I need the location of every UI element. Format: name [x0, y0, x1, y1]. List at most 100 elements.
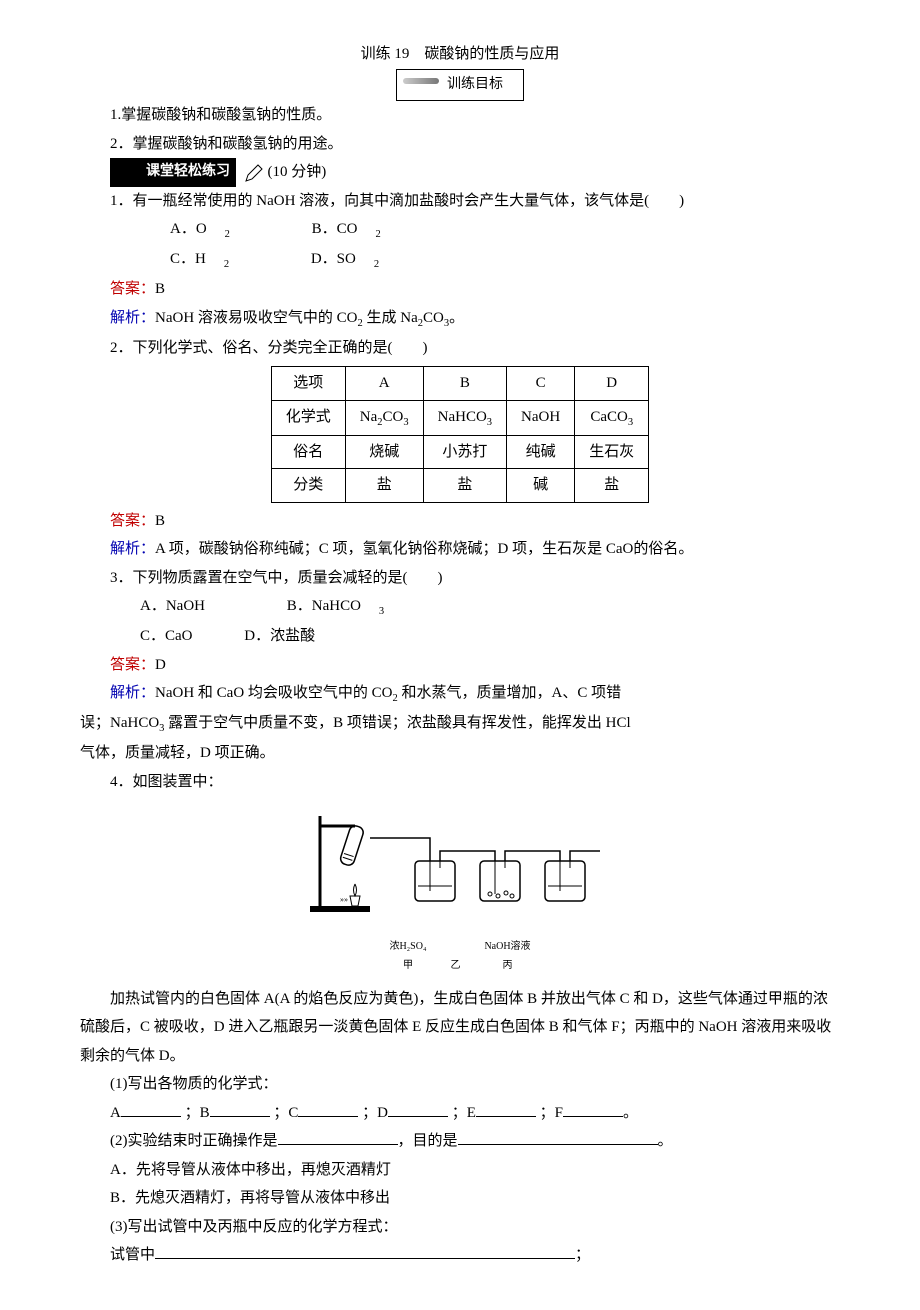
q1-explain-t3: CO: [423, 310, 444, 326]
blank-E[interactable]: [476, 1099, 536, 1117]
th-A: A: [345, 367, 423, 401]
cell: 小苏打: [423, 435, 506, 469]
q4-sub2: (2)实验结束时正确操作是 ，目的是 。: [80, 1127, 840, 1156]
q1-explain-t1: NaOH 溶液易吸收空气中的 CO: [155, 310, 358, 326]
page-title: 训练 19 碳酸钠的性质与应用: [80, 40, 840, 69]
cell: 盐: [345, 469, 423, 503]
pencil-icon: [244, 163, 264, 183]
cell: CaCO3: [575, 400, 649, 435]
q1-optB: B．CO2: [252, 215, 381, 245]
q3-answer-label: 答案：: [110, 657, 155, 673]
q2-explain-text: A 项，碳酸钠俗称纯碱；C 项，氢氧化钠俗称烧碱；D 项，生石灰是 CaO的俗名…: [155, 541, 693, 557]
blank-F[interactable]: [563, 1099, 623, 1117]
th-D: D: [575, 367, 649, 401]
lbl-A: A: [110, 1105, 121, 1121]
svg-text:»»: »»: [340, 895, 348, 904]
practice-header: 课堂轻松练习 (10 分钟): [80, 158, 840, 187]
q4-sub2-optA: A．先将导管从液体中移出，再熄灭酒精灯: [80, 1156, 840, 1185]
q2-explain: 解析：A 项，碳酸钠俗称纯碱；C 项，氢氧化钠俗称烧碱；D 项，生石灰是 CaO…: [80, 535, 840, 564]
q4-para: 加热试管内的白色固体 A(A 的焰色反应为黄色)，生成白色固体 B 并放出气体 …: [80, 985, 840, 1071]
q1-explain: 解析：NaOH 溶液易吸收空气中的 CO2 生成 Na2CO3。: [80, 304, 840, 334]
cell: NaOH: [507, 400, 575, 435]
q3-answer: 答案：D: [80, 651, 840, 680]
sub3-label: 试管中: [110, 1247, 155, 1263]
practice-time: (10 分钟): [268, 164, 327, 180]
blank-D[interactable]: [388, 1099, 448, 1117]
q3-exp-2b: 露置于空气中质量不变，B 项错误；浓盐酸具有挥发性，能挥发出 HCl: [164, 715, 630, 731]
blank-A[interactable]: [121, 1099, 181, 1117]
q1-opts-line2: C．H2 D．SO2: [80, 245, 840, 275]
table-row: 化学式 Na2CO3 NaHCO3 NaOH CaCO3: [271, 400, 648, 435]
q3-optA: A．NaOH: [110, 592, 205, 621]
lbl-C: ；C: [273, 1105, 298, 1121]
q1-optD: D．SO2: [251, 245, 379, 275]
row-name-label: 俗名: [271, 435, 345, 469]
cell: 盐: [575, 469, 649, 503]
lbl-D: ；D: [362, 1105, 388, 1121]
q4-sub2-optB: B．先熄灭酒精灯，再将导管从液体中移出: [80, 1184, 840, 1213]
q1-stem: 1．有一瓶经常使用的 NaOH 溶液，向其中滴加盐酸时会产生大量气体，该气体是(…: [80, 187, 840, 216]
q1-explain-t2: 生成 Na: [363, 310, 418, 326]
q1-explain-label: 解析：: [110, 310, 155, 326]
table-row: 选项 A B C D: [271, 367, 648, 401]
q3-stem: 3．下列物质露置在空气中，质量会减轻的是( ): [80, 564, 840, 593]
cell: NaHCO3: [423, 400, 506, 435]
q3-opts-line1: A．NaOH B．NaHCO3: [80, 592, 840, 622]
row-formula-label: 化学式: [271, 400, 345, 435]
q3-optB: B．NaHCO3: [227, 592, 384, 622]
label-yi: 乙: [450, 937, 460, 975]
th-opt: 选项: [271, 367, 345, 401]
th-B: B: [423, 367, 506, 401]
q1-answer: 答案：B: [80, 275, 840, 304]
goal-box-wrap: 训练目标: [80, 69, 840, 102]
q2-stem: 2．下列化学式、俗名、分类完全正确的是( ): [80, 334, 840, 363]
q1-answer-value: B: [155, 281, 165, 297]
cell: 生石灰: [575, 435, 649, 469]
sub2a: (2)实验结束时正确操作是: [110, 1133, 278, 1149]
apparatus-svg: »»: [300, 806, 620, 926]
blank-B[interactable]: [210, 1099, 270, 1117]
q3-exp-1a: NaOH 和 CaO 均会吸收空气中的 CO: [155, 685, 393, 701]
label-jia: 浓H₂SO₄甲: [389, 937, 426, 975]
practice-label: 课堂轻松练习: [110, 158, 236, 187]
lbl-B: ；B: [185, 1105, 210, 1121]
sub2b: ，目的是: [398, 1133, 458, 1149]
q2-answer-label: 答案：: [110, 513, 155, 529]
sub2c: 。: [658, 1133, 673, 1149]
th-C: C: [507, 367, 575, 401]
objective-2: 2．掌握碳酸钠和碳酸氢钠的用途。: [80, 130, 840, 159]
q3-optD: D．浓盐酸: [214, 622, 315, 651]
q1-explain-t4: 。: [449, 310, 464, 326]
q4-sub1-blanks: A ；B ；C ；D ；E ；F 。: [80, 1099, 840, 1128]
q3-answer-value: D: [155, 657, 166, 673]
q2-explain-label: 解析：: [110, 541, 155, 557]
q3-explain-line2: 误；NaHCO3 露置于空气中质量不变，B 项错误；浓盐酸具有挥发性，能挥发出 …: [80, 709, 840, 739]
blank-eq-tube[interactable]: [155, 1242, 575, 1260]
blank-C[interactable]: [298, 1099, 358, 1117]
goal-box: 训练目标: [396, 69, 524, 102]
q4-stem: 4．如图装置中：: [80, 768, 840, 797]
sub1-end: 。: [623, 1105, 638, 1121]
lbl-E: ；E: [452, 1105, 476, 1121]
q3-explain-label: 解析：: [110, 685, 155, 701]
q3-opts-line2: C．CaO D．浓盐酸: [80, 622, 840, 651]
q3-optC: C．CaO: [110, 622, 193, 651]
lbl-F: ；F: [540, 1105, 563, 1121]
blank-purpose[interactable]: [458, 1128, 658, 1146]
apparatus-figure: »» 浓H₂SO₄甲 乙 NaOH溶液丙: [80, 806, 840, 975]
q4-sub3-line: 试管中 ；: [80, 1241, 840, 1270]
table-row: 俗名 烧碱 小苏打 纯碱 生石灰: [271, 435, 648, 469]
q1-optC: C．H2: [110, 245, 229, 275]
cell: 盐: [423, 469, 506, 503]
q4-sub1: (1)写出各物质的化学式：: [80, 1070, 840, 1099]
blank-op[interactable]: [278, 1128, 398, 1146]
sub3-end: ；: [575, 1247, 590, 1263]
q3-exp-1b: 和水蒸气，质量增加，A、C 项错: [398, 685, 621, 701]
q4-sub3: (3)写出试管中及丙瓶中反应的化学方程式：: [80, 1213, 840, 1242]
q1-optA: A．O2: [110, 215, 230, 245]
objective-1: 1.掌握碳酸钠和碳酸氢钠的性质。: [80, 101, 840, 130]
cell: 烧碱: [345, 435, 423, 469]
cell: Na2CO3: [345, 400, 423, 435]
q3-explain-line1: 解析：NaOH 和 CaO 均会吸收空气中的 CO2 和水蒸气，质量增加，A、C…: [80, 679, 840, 709]
q2-answer-value: B: [155, 513, 165, 529]
